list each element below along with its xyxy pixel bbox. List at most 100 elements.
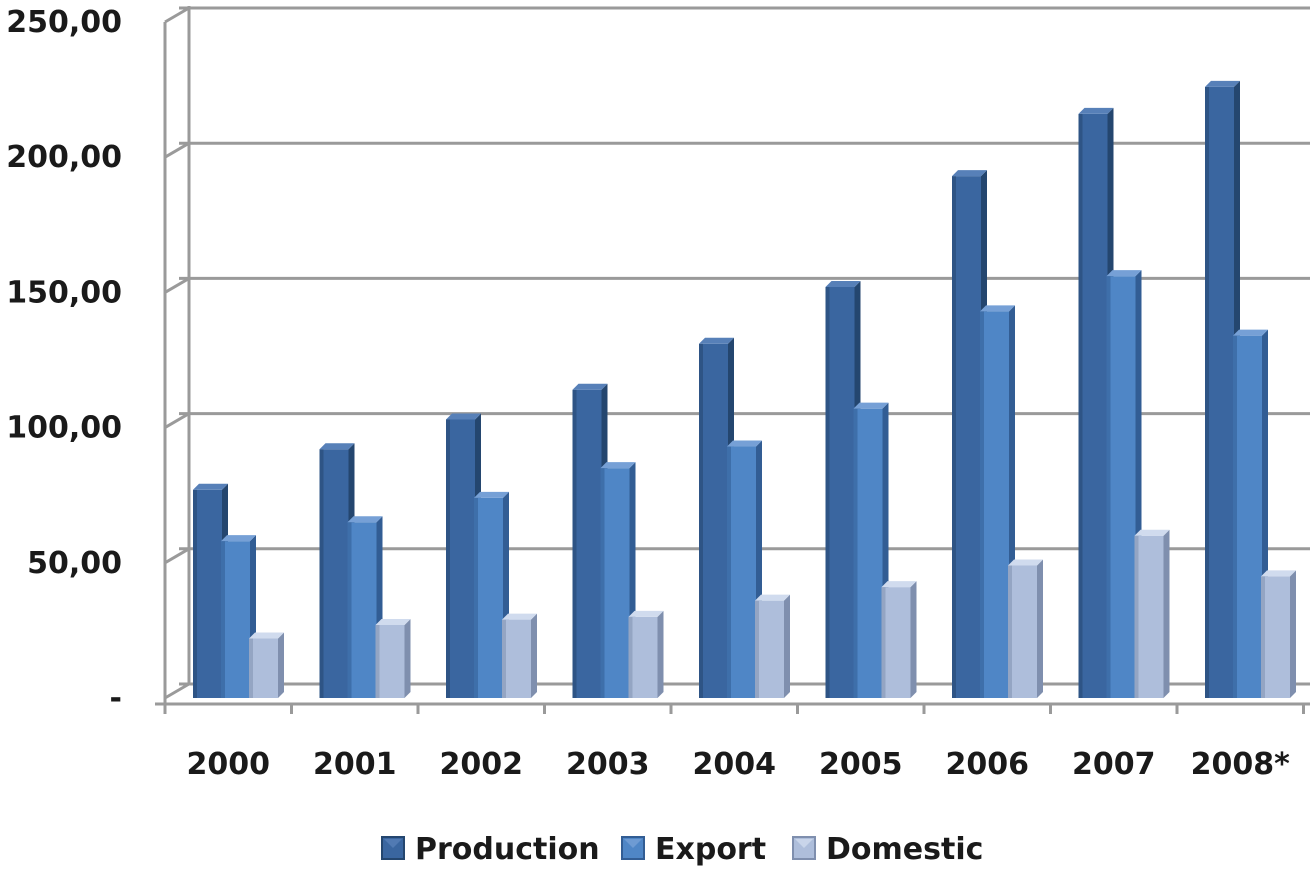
bar-production-2007-top bbox=[1078, 107, 1114, 114]
bar-domestic-2003-side bbox=[657, 610, 664, 698]
legend-item: Production bbox=[381, 832, 600, 867]
legend: Production Export Domestic bbox=[381, 832, 983, 867]
bar-production-2002-edge bbox=[446, 419, 450, 698]
bar-export-2005-front bbox=[853, 408, 883, 698]
y-tick-label: 100,00 bbox=[6, 411, 122, 446]
bar-production-2003-top bbox=[572, 383, 608, 390]
legend-swatch-highlight bbox=[795, 839, 813, 848]
legend-label: Domestic bbox=[826, 832, 983, 867]
bar-export-2003-top bbox=[600, 462, 636, 469]
bar-domestic-2007-side bbox=[1163, 529, 1170, 698]
bar-domestic-2002-side bbox=[531, 613, 537, 698]
x-tick-label: 2004 bbox=[693, 747, 777, 782]
bar-domestic-2005-top bbox=[881, 581, 917, 588]
bar-production-2008-top bbox=[1205, 80, 1240, 87]
bar-domestic-2006-top bbox=[1008, 559, 1043, 566]
bar-domestic-2004 bbox=[755, 594, 790, 698]
axes bbox=[155, 6, 1310, 714]
bar-export-2006 bbox=[980, 305, 1015, 698]
bar-production-2007-front bbox=[1078, 113, 1108, 699]
bar-domestic-2005-front bbox=[881, 587, 911, 698]
bar-production-2005-edge bbox=[825, 286, 830, 698]
bar-production-2004-edge bbox=[699, 343, 703, 698]
bar-export-2000 bbox=[221, 535, 256, 698]
bar-production-2008-edge bbox=[1205, 86, 1209, 698]
legend-label: Export bbox=[655, 832, 766, 867]
bar-export-2008-front bbox=[1233, 335, 1262, 698]
bar-domestic-2000 bbox=[249, 632, 284, 698]
bar-domestic-2008-side bbox=[1290, 570, 1296, 698]
bar-export-2005-edge bbox=[853, 408, 858, 698]
bar-production-2000-edge bbox=[193, 489, 197, 698]
bar-export-2002-top bbox=[474, 491, 509, 498]
y-tick-label: 250,00 bbox=[6, 5, 122, 40]
bar-domestic-2008-front bbox=[1261, 576, 1290, 698]
bar-export-2008-edge bbox=[1233, 335, 1237, 698]
x-tick-label: 2000 bbox=[187, 747, 271, 782]
bar-domestic-2002-top bbox=[502, 613, 537, 620]
bar-production-2000-top bbox=[193, 483, 228, 490]
bar-production-2000-front bbox=[193, 489, 222, 698]
bar-domestic-2008-edge bbox=[1261, 576, 1265, 698]
bar-production-2005-top bbox=[825, 280, 861, 287]
bar-production-2006-edge bbox=[952, 176, 956, 699]
bar-domestic-2005-side bbox=[910, 581, 917, 698]
bar-domestic-2000-top bbox=[249, 632, 284, 639]
bar-export-2006-edge bbox=[980, 311, 984, 698]
bar-production-2001-edge bbox=[319, 449, 324, 698]
bar-domestic-2001-side bbox=[404, 618, 411, 698]
gridline-side bbox=[164, 277, 190, 294]
bar-domestic-2000-edge bbox=[249, 638, 253, 698]
bar-domestic-2005-edge bbox=[881, 587, 886, 698]
bar-production-2005-front bbox=[825, 286, 855, 698]
bar-domestic-2007-top bbox=[1134, 529, 1170, 536]
gridline-side bbox=[164, 682, 190, 700]
bar-domestic-2006-front bbox=[1008, 565, 1037, 698]
bar-export-2006-top bbox=[980, 305, 1015, 312]
bar-production-2003-edge bbox=[572, 389, 577, 698]
bar-domestic-2003-front bbox=[628, 616, 658, 698]
legend-swatch-highlight bbox=[624, 839, 642, 848]
bar-export-2001-front bbox=[347, 522, 377, 698]
legend-item: Domestic bbox=[792, 832, 983, 867]
x-tick-label: 2006 bbox=[946, 747, 1030, 782]
x-tick-label: 2007 bbox=[1072, 747, 1156, 782]
bar-export-2001-edge bbox=[347, 522, 352, 698]
bar-export-2007-top bbox=[1106, 270, 1142, 277]
bar-domestic-2004-front bbox=[755, 600, 784, 698]
bar-export-2004-front bbox=[727, 446, 756, 698]
bar-domestic-2007 bbox=[1134, 529, 1170, 698]
bar-production-2004 bbox=[699, 337, 734, 698]
bar-domestic-2003 bbox=[628, 610, 664, 698]
bar-domestic-2000-side bbox=[278, 632, 284, 698]
x-tick-label: 2001 bbox=[313, 747, 397, 782]
gridline-side bbox=[164, 141, 190, 159]
bar-production-2005 bbox=[825, 280, 861, 698]
y-tick-label: 50,00 bbox=[27, 546, 122, 581]
labels: - 50,00 100,00 150,00 200,00 250,00 2000 2001 20… bbox=[6, 5, 1290, 782]
bar-export-2001-top bbox=[347, 516, 383, 523]
bar-domestic-2008 bbox=[1261, 570, 1296, 698]
bar-production-2008-front bbox=[1205, 86, 1234, 698]
bar-domestic-2007-edge bbox=[1134, 535, 1139, 698]
bar-production-2002 bbox=[446, 413, 481, 698]
bar-domestic-2001-top bbox=[375, 618, 411, 625]
bar-export-2000-front bbox=[221, 541, 250, 698]
gridline-side bbox=[164, 6, 190, 24]
bar-domestic-2004-edge bbox=[755, 600, 759, 698]
bar-domestic-2004-side bbox=[784, 594, 790, 698]
bar-domestic-2002-edge bbox=[502, 619, 506, 698]
bar-export-2002-edge bbox=[474, 497, 478, 698]
bar-export-2007-edge bbox=[1106, 276, 1111, 698]
bar-domestic-2002 bbox=[502, 613, 537, 698]
bar-export-2004-edge bbox=[727, 446, 731, 698]
bar-domestic-2006 bbox=[1008, 559, 1043, 698]
bar-export-2005-top bbox=[853, 402, 889, 409]
bar-production-2006-front bbox=[952, 176, 981, 699]
bar-domestic-2006-side bbox=[1037, 559, 1043, 698]
x-tick-label: 2003 bbox=[566, 747, 650, 782]
bar-export-2003-front bbox=[600, 468, 630, 698]
x-tick-label: 2008* bbox=[1191, 747, 1290, 782]
bar-domestic-2004-top bbox=[755, 594, 790, 601]
